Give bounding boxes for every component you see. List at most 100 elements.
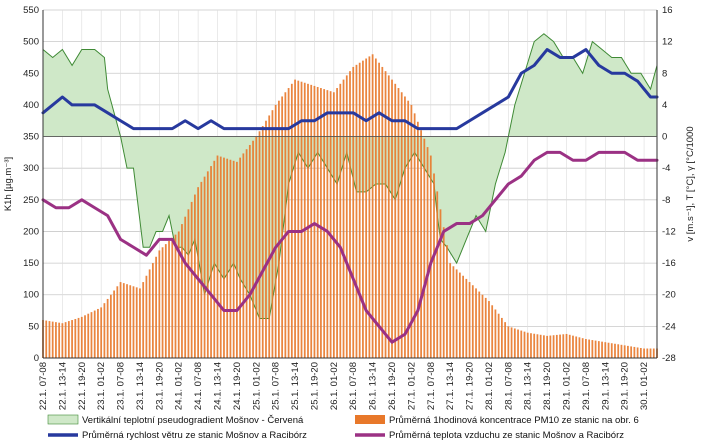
bar (171, 237, 174, 358)
bar (213, 160, 216, 358)
y-tick-right: 4 (662, 100, 667, 111)
x-tick: 24.1. 01-02 (174, 362, 185, 410)
y-tick-left: 200 (23, 226, 39, 237)
bar (491, 305, 494, 358)
x-tick: 23.1. 07-08 (116, 362, 127, 410)
bar (184, 216, 187, 358)
bar (58, 322, 61, 358)
bar (374, 58, 377, 358)
line-layer (41, 48, 659, 344)
bar (77, 317, 80, 358)
bar (488, 301, 490, 358)
bar (229, 159, 232, 358)
x-tick: 26.1. 07-08 (348, 362, 359, 410)
y-tick-left: 350 (23, 132, 39, 143)
legend-swatch-area (47, 414, 79, 425)
bar (84, 315, 86, 358)
bar (190, 201, 193, 358)
y-tick-left: 250 (23, 195, 39, 206)
bar (368, 56, 371, 359)
bar (48, 321, 51, 358)
bar (549, 335, 552, 358)
x-tick: 26.1. 01-02 (329, 362, 340, 410)
legend-label-pm10: Průměrná 1hodinová koncentrace PM10 ze s… (389, 415, 639, 426)
y-tick-left: 300 (23, 163, 39, 174)
bar (297, 80, 300, 359)
x-tick: 27.1. 01-02 (406, 362, 417, 410)
bar (245, 149, 248, 358)
bar (426, 147, 429, 358)
bar (601, 341, 603, 358)
bar (578, 337, 581, 358)
x-tick: 25.1. 13-14 (290, 362, 301, 410)
bar (365, 58, 368, 358)
y-tick-right: -16 (662, 258, 676, 269)
bar (523, 331, 526, 358)
x-tick: 29.1. 13-14 (600, 362, 611, 410)
bar (591, 340, 594, 358)
bar (539, 334, 542, 358)
x-tick: 25.1. 07-08 (271, 362, 282, 410)
bar (55, 322, 57, 358)
bar (268, 115, 271, 358)
bar (74, 318, 77, 358)
bar (530, 333, 532, 358)
bar (449, 263, 452, 358)
bar (181, 224, 183, 358)
bar (526, 332, 529, 358)
bar (323, 89, 326, 358)
x-tick: 29.1. 19-20 (620, 362, 631, 410)
bar (226, 158, 229, 358)
x-tick: 27.1. 07-08 (426, 362, 437, 410)
axes (42, 10, 658, 359)
bar (90, 312, 93, 358)
y-tick-right: 12 (662, 37, 673, 48)
bar (174, 234, 177, 358)
bar (261, 126, 264, 358)
x-tick: 27.1. 13-14 (445, 362, 456, 410)
x-tick: 24.1. 19-20 (232, 362, 243, 410)
bar (45, 320, 48, 358)
bar (416, 121, 419, 358)
y-tick-left: 400 (23, 100, 39, 111)
bar (284, 92, 287, 358)
x-tick: 28.1. 19-20 (542, 362, 553, 410)
bar (258, 131, 261, 358)
bar (620, 344, 623, 358)
bar (113, 290, 115, 358)
bar (423, 138, 426, 358)
bar (329, 91, 332, 358)
bar (139, 288, 141, 358)
x-tick: 23.1. 13-14 (135, 362, 146, 410)
bar (575, 336, 578, 358)
bar (649, 348, 652, 358)
bar (236, 161, 238, 358)
bar (381, 66, 384, 358)
bar (119, 282, 122, 358)
bar (627, 345, 629, 358)
bar (326, 90, 329, 359)
bar (287, 88, 290, 358)
y-tick-left: 500 (23, 37, 39, 48)
bar (465, 278, 468, 358)
bar (510, 327, 513, 358)
bar (148, 269, 151, 358)
bar (533, 333, 536, 358)
bar (255, 136, 258, 358)
y-tick-left: 450 (23, 68, 39, 79)
bar (442, 227, 445, 358)
bar (507, 326, 510, 358)
bar (458, 272, 461, 358)
bar (239, 157, 242, 358)
bar-layer (42, 54, 658, 359)
bar (371, 54, 374, 359)
bar (219, 156, 222, 358)
legend-label-gradient: Vertikální teplotní pseudogradient Mošno… (82, 415, 304, 426)
bar (652, 348, 655, 358)
bar (581, 338, 584, 358)
y-tick-right: -4 (662, 163, 670, 174)
bar (404, 96, 406, 359)
x-tick: 28.1. 01-02 (484, 362, 495, 410)
x-tick: 29.1. 01-02 (562, 362, 573, 410)
